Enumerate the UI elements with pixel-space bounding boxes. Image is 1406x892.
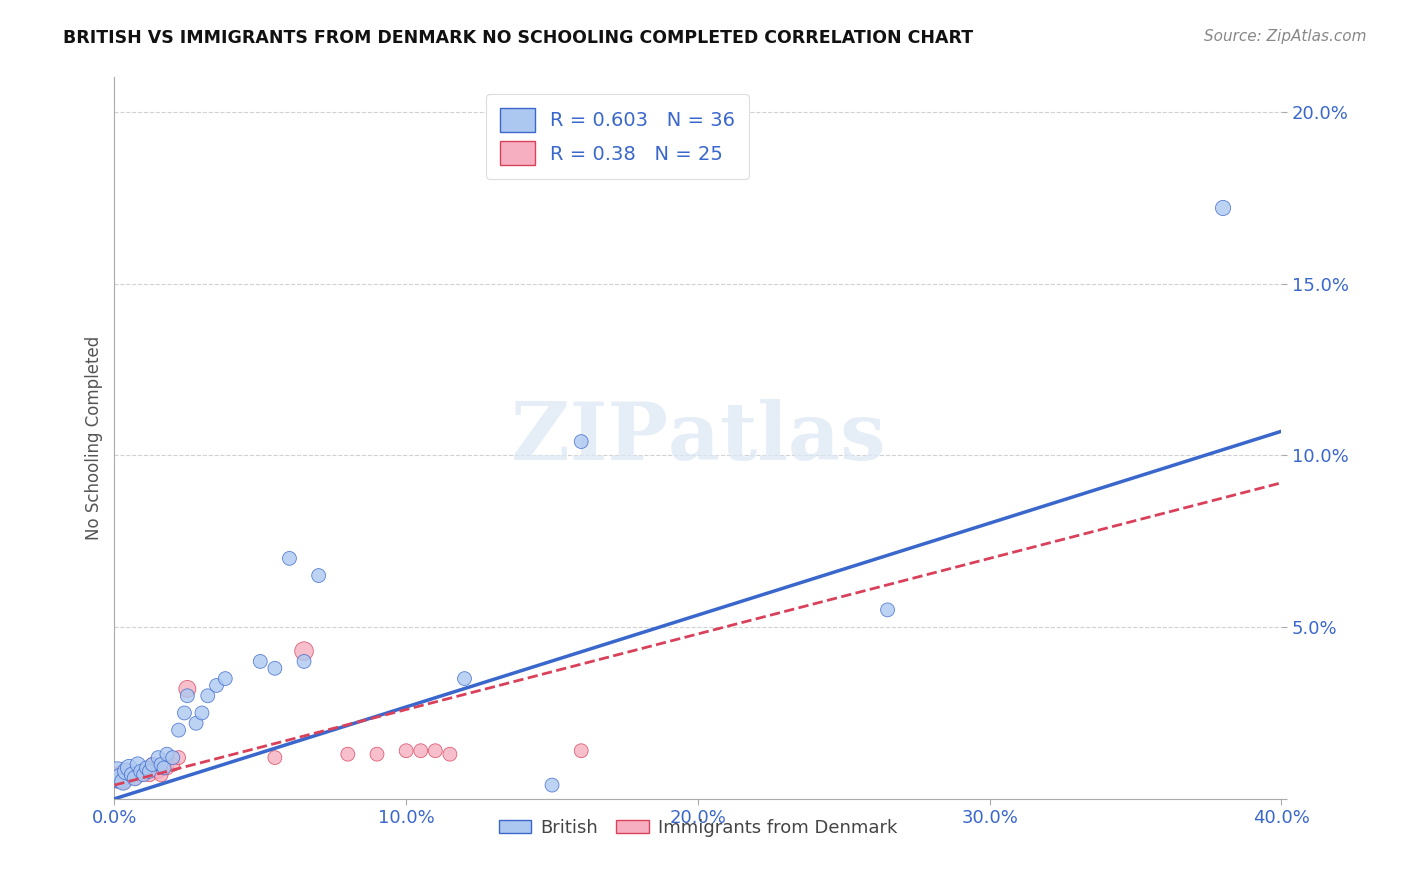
Point bbox=[162, 757, 184, 772]
Point bbox=[184, 716, 207, 731]
Point bbox=[292, 644, 315, 658]
Point bbox=[439, 747, 461, 761]
Point bbox=[173, 706, 195, 720]
Point bbox=[167, 750, 190, 764]
Y-axis label: No Schooling Completed: No Schooling Completed bbox=[86, 336, 103, 541]
Point bbox=[308, 568, 330, 582]
Point bbox=[1212, 201, 1234, 215]
Point bbox=[167, 723, 190, 738]
Point bbox=[141, 757, 163, 772]
Point bbox=[132, 768, 155, 782]
Point bbox=[153, 761, 176, 775]
Point bbox=[191, 706, 214, 720]
Point bbox=[112, 774, 135, 789]
Point bbox=[249, 655, 271, 669]
Legend: British, Immigrants from Denmark: British, Immigrants from Denmark bbox=[492, 812, 904, 844]
Point bbox=[127, 757, 149, 772]
Text: ZIP​atlas: ZIP​atlas bbox=[510, 399, 886, 477]
Point bbox=[129, 768, 152, 782]
Point bbox=[453, 672, 475, 686]
Point bbox=[110, 771, 132, 785]
Point bbox=[176, 689, 198, 703]
Point bbox=[105, 768, 128, 782]
Text: BRITISH VS IMMIGRANTS FROM DENMARK NO SCHOOLING COMPLETED CORRELATION CHART: BRITISH VS IMMIGRANTS FROM DENMARK NO SC… bbox=[63, 29, 973, 46]
Point bbox=[135, 761, 157, 775]
Point bbox=[214, 672, 236, 686]
Point bbox=[395, 744, 418, 758]
Point bbox=[138, 764, 160, 779]
Point bbox=[132, 764, 155, 779]
Point bbox=[162, 750, 184, 764]
Point bbox=[124, 771, 146, 785]
Point bbox=[876, 603, 898, 617]
Point bbox=[292, 655, 315, 669]
Point bbox=[541, 778, 564, 792]
Point bbox=[278, 551, 301, 566]
Point bbox=[156, 747, 179, 761]
Point bbox=[121, 768, 143, 782]
Point bbox=[366, 747, 388, 761]
Point bbox=[569, 434, 592, 449]
Point bbox=[146, 764, 169, 779]
Point bbox=[425, 744, 447, 758]
Text: Source: ZipAtlas.com: Source: ZipAtlas.com bbox=[1204, 29, 1367, 44]
Point bbox=[176, 681, 198, 696]
Point bbox=[112, 774, 135, 789]
Point bbox=[146, 750, 169, 764]
Point bbox=[263, 661, 285, 675]
Point bbox=[129, 764, 152, 779]
Point bbox=[110, 768, 132, 782]
Point bbox=[569, 744, 592, 758]
Point bbox=[156, 761, 179, 775]
Point bbox=[197, 689, 219, 703]
Point bbox=[336, 747, 359, 761]
Point bbox=[121, 768, 143, 782]
Point bbox=[115, 764, 138, 779]
Point bbox=[138, 768, 160, 782]
Point bbox=[150, 757, 173, 772]
Point bbox=[105, 771, 128, 785]
Point bbox=[409, 744, 432, 758]
Point bbox=[141, 757, 163, 772]
Point bbox=[150, 768, 173, 782]
Point bbox=[118, 761, 141, 775]
Point bbox=[124, 771, 146, 785]
Point bbox=[263, 750, 285, 764]
Point bbox=[205, 678, 228, 692]
Point bbox=[118, 764, 141, 779]
